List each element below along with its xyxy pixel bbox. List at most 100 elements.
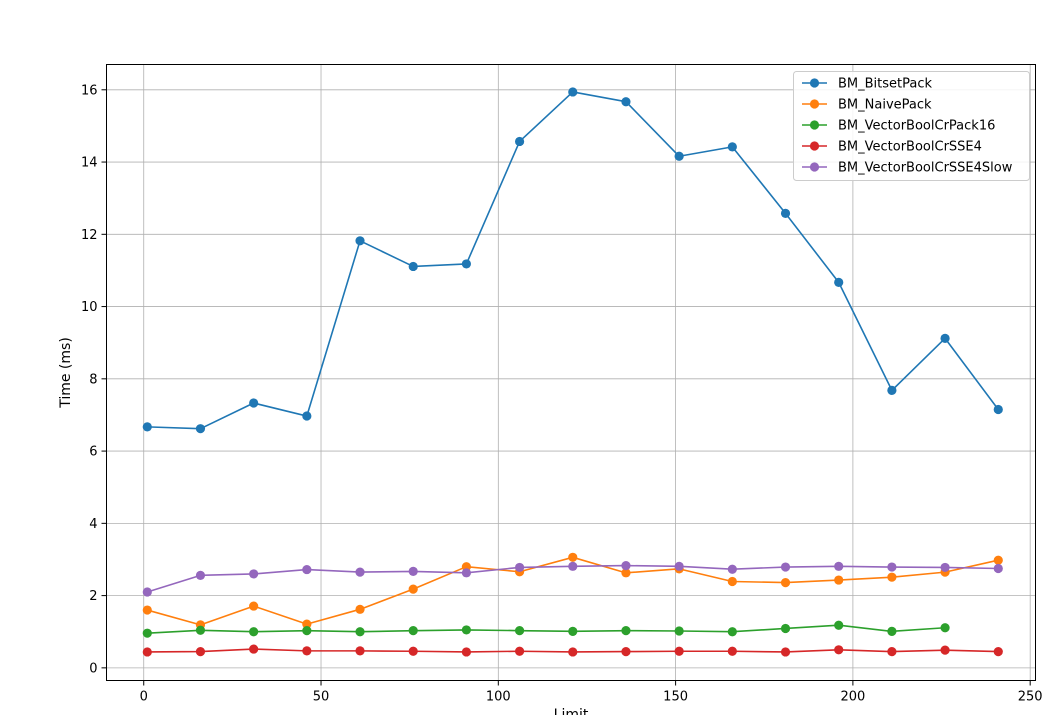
data-point bbox=[674, 646, 684, 656]
data-point bbox=[621, 568, 631, 578]
data-point bbox=[993, 555, 1003, 565]
data-point bbox=[355, 646, 365, 656]
axis-ticks: 0 50 100 150 200 250 0 2 4 6 8 10 12 14 16 bbox=[81, 83, 1043, 704]
data-point bbox=[727, 627, 737, 637]
data-point bbox=[461, 568, 471, 578]
data-point bbox=[461, 259, 471, 269]
legend-label: BM_VectorBoolCrPack16 bbox=[838, 119, 995, 134]
data-point bbox=[727, 576, 737, 587]
data-point bbox=[727, 142, 737, 152]
data-point bbox=[408, 626, 418, 636]
data-point bbox=[993, 404, 1003, 415]
data-point bbox=[940, 333, 950, 343]
data-point bbox=[195, 570, 206, 580]
y-tick-label: 2 bbox=[89, 589, 97, 604]
data-point bbox=[834, 645, 844, 655]
data-point bbox=[249, 398, 259, 408]
legend-item: BM_BitsetPack bbox=[802, 77, 932, 92]
legend-marker bbox=[809, 120, 820, 130]
series-layer bbox=[142, 87, 1003, 657]
data-point bbox=[302, 619, 312, 629]
data-point bbox=[195, 625, 206, 635]
legend-item: BM_VectorBoolCrSSE4Slow bbox=[802, 161, 1013, 176]
legend-marker bbox=[809, 99, 820, 109]
y-axis-label: Time (ms) bbox=[58, 337, 74, 409]
data-point bbox=[887, 562, 897, 572]
data-point bbox=[514, 626, 525, 636]
data-point bbox=[674, 151, 684, 161]
data-point bbox=[302, 646, 312, 656]
x-tick-label: 150 bbox=[663, 690, 688, 705]
data-point bbox=[408, 646, 418, 656]
series-line bbox=[147, 624, 946, 634]
data-point bbox=[249, 644, 259, 654]
data-point bbox=[249, 569, 259, 579]
data-point bbox=[727, 564, 737, 574]
data-point bbox=[568, 87, 578, 97]
data-point bbox=[940, 623, 950, 633]
data-point bbox=[568, 626, 578, 636]
legend-label: BM_VectorBoolCrSSE4Slow bbox=[838, 161, 1013, 176]
data-point bbox=[355, 604, 365, 614]
x-axis-label: Limit bbox=[554, 707, 589, 715]
data-point bbox=[834, 561, 844, 571]
legend-box bbox=[793, 71, 1030, 181]
data-point bbox=[621, 97, 631, 107]
data-point bbox=[780, 623, 791, 634]
legend-item: BM_VectorBoolCrSSE4 bbox=[802, 140, 982, 155]
data-point bbox=[887, 646, 897, 657]
data-point bbox=[249, 627, 259, 637]
legend-marker bbox=[809, 162, 820, 172]
series-BM_BitsetPack bbox=[142, 87, 1003, 434]
data-point bbox=[621, 646, 631, 657]
legend-marker bbox=[809, 141, 820, 151]
data-point bbox=[514, 136, 525, 147]
y-tick-label: 12 bbox=[81, 228, 98, 243]
legend-item: BM_NaivePack bbox=[802, 98, 932, 113]
legend-label: BM_BitsetPack bbox=[838, 77, 932, 92]
data-point bbox=[302, 626, 312, 636]
y-tick-label: 0 bbox=[89, 661, 97, 676]
data-point bbox=[993, 646, 1003, 657]
series-BM_VectorBoolCrSSE4 bbox=[142, 644, 1003, 657]
data-point bbox=[568, 561, 578, 571]
y-tick-label: 16 bbox=[81, 83, 98, 98]
data-point bbox=[674, 626, 684, 636]
data-point bbox=[993, 563, 1003, 574]
data-point bbox=[621, 626, 631, 636]
legend-item: BM_VectorBoolCrPack16 bbox=[802, 119, 995, 134]
data-point bbox=[514, 646, 525, 656]
y-tick-label: 6 bbox=[89, 445, 97, 460]
data-point bbox=[249, 601, 259, 611]
data-point bbox=[887, 572, 897, 582]
legend-marker bbox=[809, 78, 820, 88]
data-point bbox=[940, 645, 950, 655]
data-point bbox=[514, 562, 525, 573]
data-point bbox=[142, 628, 152, 638]
y-tick-label: 10 bbox=[81, 300, 98, 315]
data-point bbox=[461, 625, 471, 635]
data-point bbox=[142, 605, 152, 615]
data-point bbox=[195, 424, 206, 434]
data-point bbox=[568, 647, 578, 657]
data-point bbox=[142, 587, 152, 597]
x-tick-label: 250 bbox=[1018, 690, 1043, 705]
data-point bbox=[355, 236, 365, 246]
data-point bbox=[887, 385, 897, 395]
data-point bbox=[461, 647, 471, 657]
data-point bbox=[408, 261, 418, 272]
data-point bbox=[674, 561, 684, 571]
legend-label: BM_VectorBoolCrSSE4 bbox=[838, 140, 982, 155]
legend: BM_BitsetPack BM_NaivePack BM_VectorBoolCr… bbox=[793, 71, 1030, 181]
data-point bbox=[834, 277, 844, 287]
series-BM_VectorBoolCrSSE4Slow bbox=[142, 561, 1003, 597]
plot-area-frame bbox=[106, 64, 1036, 681]
data-point bbox=[727, 646, 737, 656]
data-point bbox=[408, 584, 418, 594]
x-tick-label: 100 bbox=[486, 690, 511, 705]
x-tick-label: 200 bbox=[840, 690, 865, 705]
y-tick-label: 14 bbox=[81, 156, 98, 171]
y-tick-label: 4 bbox=[89, 517, 97, 532]
data-point bbox=[887, 626, 897, 636]
